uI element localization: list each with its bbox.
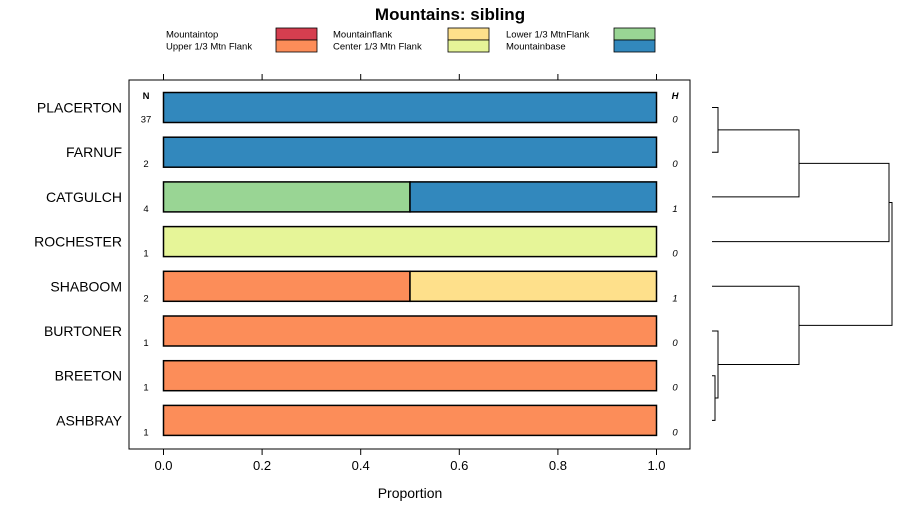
dendrogram-link-7 (799, 201, 893, 326)
dendrogram-link-1 (712, 107, 719, 153)
legend-label-center-1-3-mtn-flank: Center 1/3 Mtn Flank (333, 42, 422, 53)
h-value-farnuf: 0 (672, 159, 678, 170)
bar-rows: PLACERTON 37 0 FARNUF 2 0 CATGULCH 4 1 ROCHESTER 1… (34, 91, 678, 438)
row-label-catgulch: CATGULCH (46, 189, 122, 205)
h-value-placerton: 0 (672, 115, 678, 126)
dendrogram-link-2 (712, 375, 716, 421)
bar-segment-catgulch-lower-1-3-mtnflank (162, 181, 411, 213)
x-axis-top (163, 74, 657, 80)
h-value-ashbray: 0 (672, 427, 678, 438)
legend-swatch-lower-1-3-mtnflank (613, 27, 656, 41)
legend-swatch-mountainflank (447, 27, 490, 41)
h-value-burtoner: 0 (672, 338, 678, 349)
dendrogram-link-4 (712, 129, 800, 198)
plot-frame (128, 79, 691, 450)
n-value-farnuf: 2 (143, 159, 148, 170)
row-label-breeton: BREETON (55, 368, 122, 384)
n-value-breeton: 1 (143, 383, 148, 394)
row-label-rochester: ROCHESTER (34, 234, 122, 250)
bar-segment-rochester-center-1-3-mtn-flank (162, 225, 658, 258)
n-value-catgulch: 4 (143, 204, 148, 215)
row-label-burtoner: BURTONER (44, 323, 122, 339)
dendrogram (712, 107, 893, 421)
x-axis-bottom: 0.0 0.2 0.4 0.6 0.8 1.0 (154, 449, 666, 473)
x-tick-label: 0.4 (352, 458, 370, 473)
bar-segment-burtoner-upper-1-3-mtn-flank (162, 315, 658, 347)
n-value-rochester: 1 (143, 249, 148, 260)
dendrogram-link-5 (712, 285, 800, 366)
n-value-burtoner: 1 (143, 338, 148, 349)
legend-swatch-mountainbase (613, 39, 656, 53)
h-value-rochester: 0 (672, 249, 678, 260)
row-label-shaboom: SHABOOM (50, 278, 122, 294)
n-value-shaboom: 2 (143, 293, 148, 304)
h-value-breeton: 0 (672, 383, 678, 394)
legend-swatch-upper-1-3-mtn-flank (275, 39, 318, 53)
h-column-header: H (672, 91, 680, 102)
row-label-placerton: PLACERTON (37, 100, 122, 116)
x-tick-label: 0.8 (549, 458, 567, 473)
x-axis-title: Proportion (378, 485, 443, 501)
bar-segment-shaboom-upper-1-3-mtn-flank (162, 270, 411, 303)
x-tick-label: 0.6 (450, 458, 468, 473)
x-tick-label: 1.0 (647, 458, 665, 473)
bar-segment-ashbray-upper-1-3-mtn-flank (162, 404, 658, 437)
row-label-ashbray: ASHBRAY (56, 412, 123, 428)
bar-segment-farnuf-mountainbase (162, 136, 658, 168)
chart-title: Mountains: sibling (375, 5, 525, 24)
legend-label-mountainbase: Mountainbase (506, 42, 566, 53)
x-tick-label: 0.0 (154, 458, 172, 473)
bar-segment-breeton-upper-1-3-mtn-flank (162, 359, 658, 392)
n-value-ashbray: 1 (143, 427, 148, 438)
h-value-catgulch: 1 (672, 204, 677, 215)
x-tick-label: 0.2 (253, 458, 271, 473)
bar-segment-placerton-mountainbase (162, 91, 658, 124)
h-value-shaboom: 1 (672, 293, 677, 304)
n-column-header: N (143, 91, 150, 102)
legend-swatch-mountaintop (275, 27, 318, 41)
legend-label-upper-1-3-mtn-flank: Upper 1/3 Mtn Flank (166, 42, 252, 53)
legend-label-mountainflank: Mountainflank (333, 30, 392, 41)
legend-label-mountaintop: Mountaintop (166, 30, 218, 41)
legend-label-lower-1-3-mtnflank: Lower 1/3 MtnFlank (506, 30, 590, 41)
row-label-farnuf: FARNUF (66, 144, 122, 160)
bar-segment-shaboom-mountainflank (409, 270, 658, 303)
bar-segment-catgulch-mountainbase (409, 181, 658, 213)
n-value-placerton: 37 (141, 115, 152, 126)
legend-swatch-center-1-3-mtn-flank (447, 39, 490, 53)
dendrogram-link-6 (712, 162, 890, 243)
